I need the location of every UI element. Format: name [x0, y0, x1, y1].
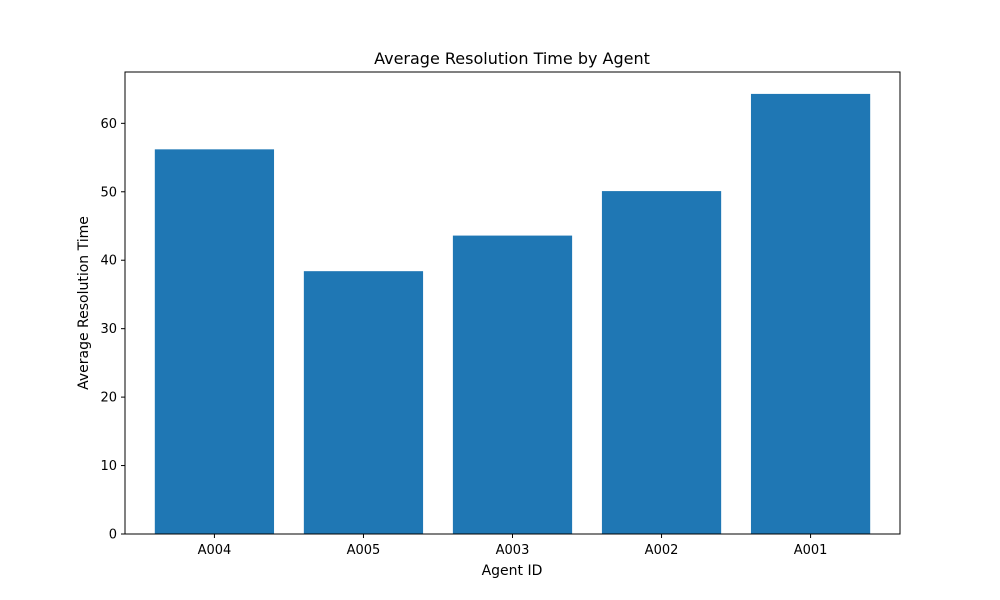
- y-tick-label: 20: [100, 391, 117, 406]
- y-tick-label: 30: [100, 322, 117, 337]
- y-axis-label: Average Resolution Time: [76, 216, 92, 390]
- bar-a003: [452, 235, 573, 535]
- bars-layer: [154, 93, 871, 535]
- y-tick-label: 40: [100, 254, 117, 269]
- y-ticks: 0 10 20 30 40 50 60: [100, 117, 125, 543]
- y-tick-label: 50: [100, 185, 117, 200]
- bar-a005: [303, 271, 424, 534]
- x-tick-label: A003: [496, 543, 530, 558]
- x-tick-label: A004: [198, 543, 232, 558]
- bar-a001: [750, 93, 871, 534]
- x-ticks: A004 A005 A003 A002 A001: [198, 534, 828, 558]
- chart-title: Average Resolution Time by Agent: [374, 49, 650, 68]
- bar-a002: [601, 191, 722, 535]
- y-tick-label: 0: [109, 528, 117, 543]
- x-axis-label: Agent ID: [482, 563, 543, 579]
- y-tick-label: 60: [100, 117, 117, 132]
- y-tick-label: 10: [100, 459, 117, 474]
- x-tick-label: A005: [347, 543, 381, 558]
- plot-frame: [124, 71, 901, 535]
- x-tick-label: A001: [794, 543, 828, 558]
- x-tick-label: A002: [645, 543, 679, 558]
- bar-a004: [154, 149, 275, 534]
